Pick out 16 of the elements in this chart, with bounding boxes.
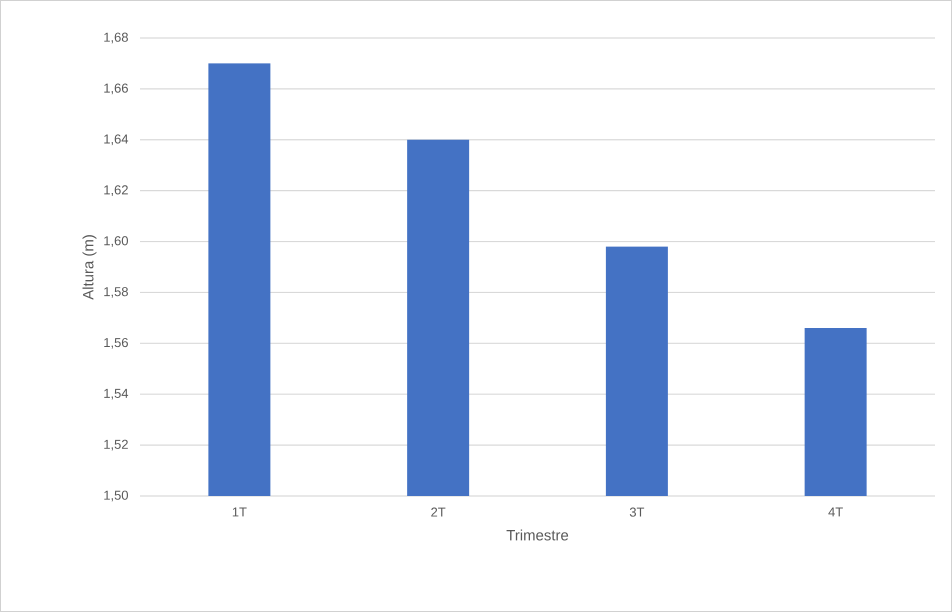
y-tick-label: 1,64 — [104, 134, 128, 146]
y-tick-label: 1,56 — [104, 338, 128, 349]
y-tick-label: 1,58 — [104, 287, 128, 298]
y-tick-label: 1,54 — [104, 388, 128, 400]
x-axis-title: Trimestre — [506, 530, 568, 540]
x-tick-label: 2T — [431, 508, 446, 517]
y-axis-title: Altura (m) — [82, 235, 96, 300]
x-tick-label: 4T — [828, 508, 843, 516]
y-tick-label: 1,50 — [104, 490, 128, 502]
y-tick-label: 1,60 — [104, 236, 128, 247]
x-tick-label: 1T — [232, 508, 247, 516]
x-tick-label: 3T — [630, 508, 644, 517]
y-tick-label: 1,52 — [104, 440, 128, 450]
y-tick-label: 1,62 — [104, 185, 128, 196]
y-tick-label: 1,66 — [104, 84, 128, 94]
y-tick-label: 1,68 — [104, 32, 128, 44]
